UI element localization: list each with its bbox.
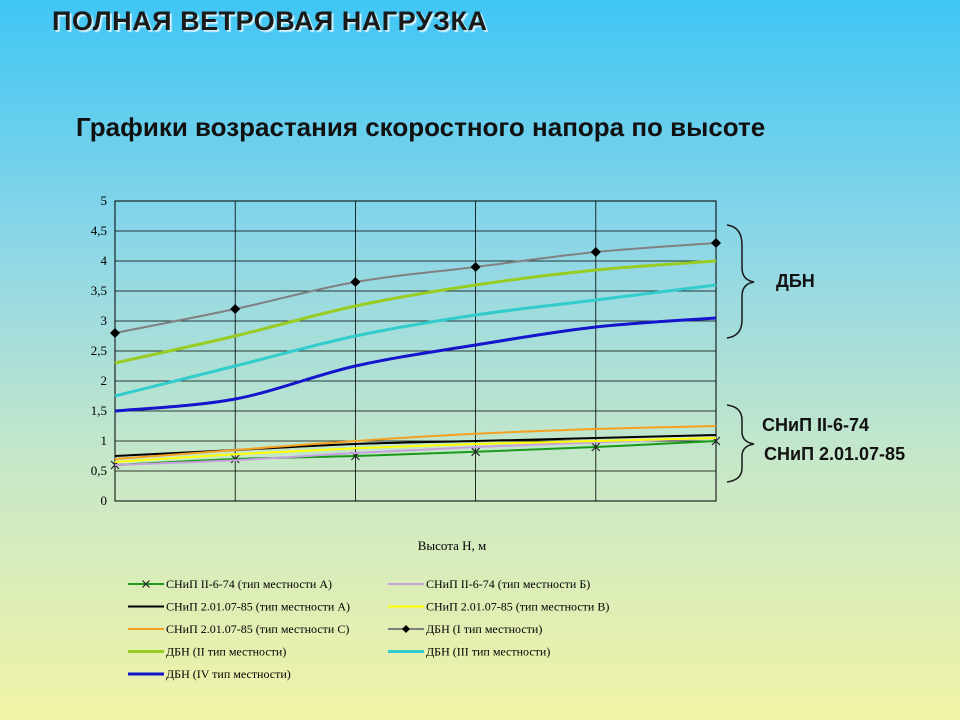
y-tick-label: 0,5 <box>91 463 107 478</box>
y-tick-label: 4,5 <box>91 223 107 238</box>
y-tick-label: 4 <box>101 253 108 268</box>
series-line <box>114 259 717 365</box>
legend-item: СНиП 2.01.07-85 (тип местности В) <box>388 600 609 614</box>
legend-label: СНиП II-6-74 (тип местности А) <box>166 577 332 591</box>
data-point <box>350 277 361 287</box>
y-tick-label: 2,5 <box>91 343 107 358</box>
page-subtitle: Графики возрастания скоростного напора п… <box>76 112 766 142</box>
series-6 <box>110 238 721 338</box>
series-7 <box>114 259 717 365</box>
series-4 <box>114 437 717 463</box>
data-point <box>711 238 721 248</box>
page-title: ПОЛНАЯ ВЕТРОВАЯ НАГРУЗКА <box>52 6 488 36</box>
series-line <box>114 437 717 463</box>
legend-label: ДБН (IV тип местности) <box>166 667 291 681</box>
series-line <box>114 440 717 466</box>
legend-label: СНиП 2.01.07-85 (тип местности А) <box>166 600 350 614</box>
y-tick-label: 3,5 <box>91 283 107 298</box>
series-line <box>114 437 717 466</box>
series-line <box>114 242 717 334</box>
chart-legend: СНиП II-6-74 (тип местности А) СНиП II-6-… <box>128 577 609 681</box>
legend-label: ДБН (III тип местности) <box>426 645 550 659</box>
snip-brace <box>726 404 755 483</box>
data-point <box>470 262 481 272</box>
series-2 <box>114 437 717 466</box>
series-8 <box>114 283 717 398</box>
data-point <box>402 625 410 633</box>
data-point <box>142 580 150 588</box>
series-line <box>114 425 717 460</box>
legend-item: СНиП II-6-74 (тип местности А) <box>128 577 332 591</box>
y-tick-label: 2 <box>101 373 108 388</box>
series-9 <box>114 316 717 413</box>
dbn-brace <box>726 224 755 339</box>
legend-label: СНиП 2.01.07-85 (тип местности В) <box>426 600 609 614</box>
data-point <box>110 328 120 338</box>
y-axis-ticks: 0 0,5 1 1,5 2 2,5 3 3,5 4 4,5 5 <box>91 193 108 508</box>
data-point <box>591 442 601 452</box>
snip-2-01-07-85-label: СНиП 2.01.07-85 <box>764 444 906 464</box>
snip-ii-6-74-label: СНиП II-6-74 <box>762 415 870 435</box>
y-tick-label: 1 <box>101 433 108 448</box>
series-5 <box>114 425 717 460</box>
legend-label: ДБН (II тип местности) <box>166 645 286 659</box>
dbn-label: ДБН <box>776 271 815 291</box>
series-line <box>114 316 717 413</box>
y-tick-label: 0 <box>101 493 108 508</box>
data-point <box>230 454 240 464</box>
legend-item: ДБН (II тип местности) <box>128 645 286 659</box>
legend-label: СНиП 2.01.07-85 (тип местности С) <box>166 622 349 636</box>
y-tick-label: 1,5 <box>91 403 107 418</box>
legend-label: ДБН (I тип местности) <box>426 622 542 636</box>
legend-item: ДБН (III тип местности) <box>388 645 550 659</box>
legend-label: СНиП II-6-74 (тип местности Б) <box>426 577 590 591</box>
series-line <box>114 283 717 398</box>
x-axis-label: Высота H, м <box>418 538 486 553</box>
data-point <box>471 447 481 457</box>
y-tick-label: 5 <box>101 193 108 208</box>
data-point <box>230 304 241 314</box>
legend-item: СНиП 2.01.07-85 (тип местности А) <box>128 600 350 614</box>
legend-item: ДБН (IV тип местности) <box>128 667 291 681</box>
legend-item: СНиП 2.01.07-85 (тип местности С) <box>128 622 349 636</box>
legend-item: СНиП II-6-74 (тип местности Б) <box>388 577 590 591</box>
legend-item: ДБН (I тип местности) <box>388 622 542 636</box>
y-tick-label: 3 <box>101 313 108 328</box>
data-point <box>590 247 601 257</box>
chart-series <box>110 238 721 470</box>
